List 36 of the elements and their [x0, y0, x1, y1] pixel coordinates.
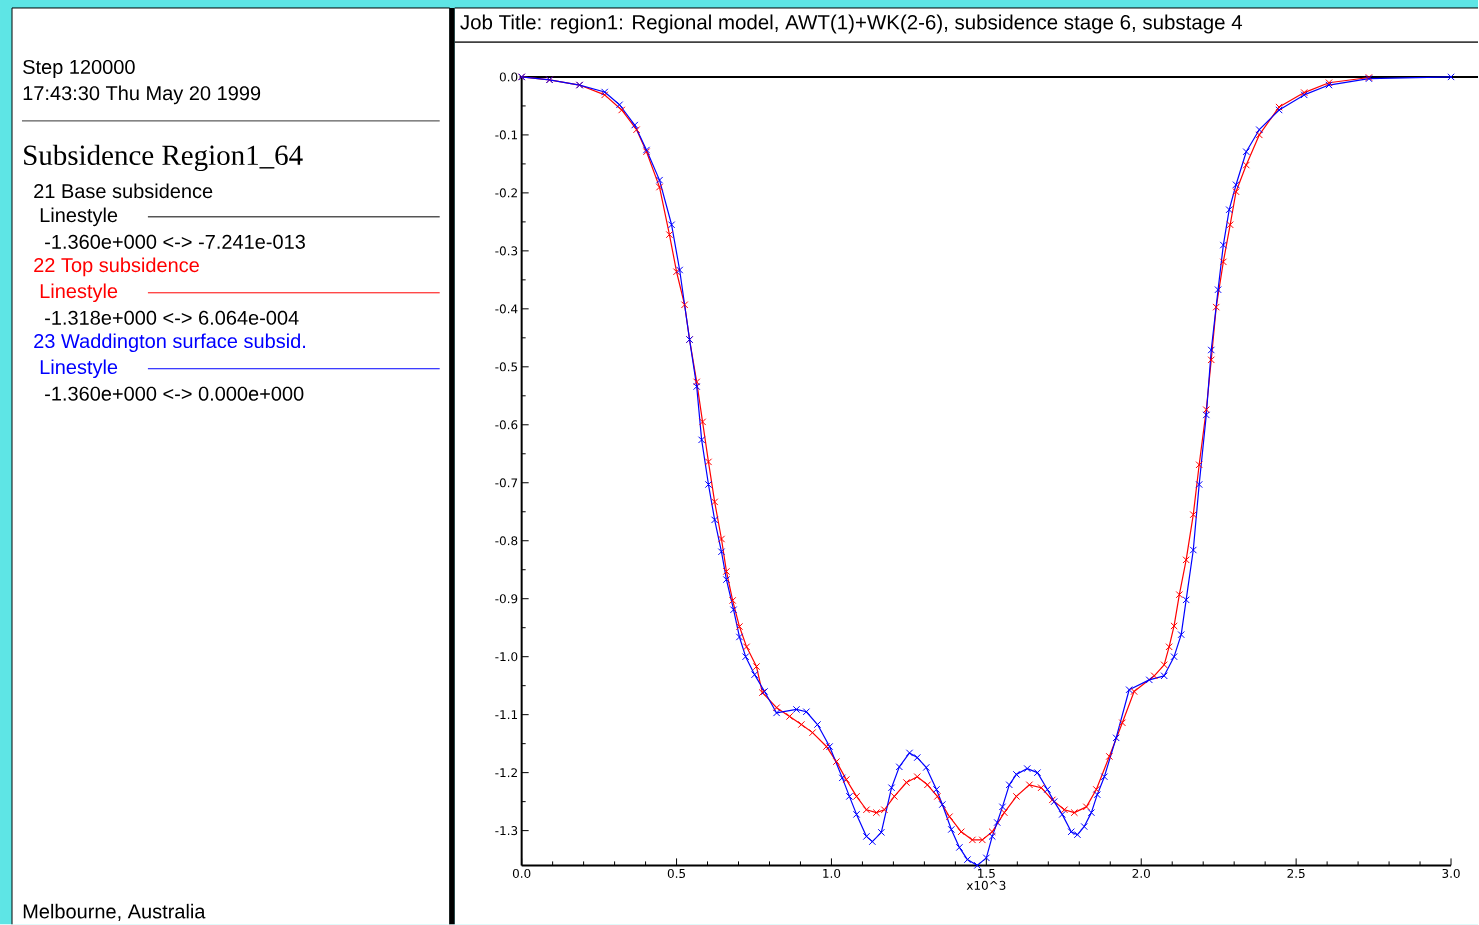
- x-tick-label: 2.5: [1287, 868, 1305, 879]
- y-tick-label: -0.6: [495, 420, 518, 430]
- text: Linestyle: [40, 283, 118, 303]
- y-tick-label: -0.3: [495, 246, 518, 256]
- y-tick-label: -0.1: [495, 130, 518, 140]
- x-tick-label: 0.5: [667, 868, 686, 879]
- y-tick-label: -0.9: [495, 594, 518, 604]
- chart-title: Job Title: region1: Regional model, AWT(1)+WK(2-6), subsidence stage 6, substage 4: [460, 14, 1243, 34]
- x-axis-title: x10^3: [966, 880, 1006, 890]
- y-tick-label: -1.0: [495, 652, 518, 662]
- y-tick-label: -0.2: [495, 188, 517, 198]
- text: Melbourne, Australia: [23, 903, 206, 921]
- y-tick-label: -1.1: [495, 710, 518, 720]
- y-tick-label: 0.0: [499, 72, 518, 82]
- x-tick-label: 1.0: [823, 868, 841, 879]
- text: Linestyle: [40, 359, 118, 379]
- x-tick-label: 0.0: [512, 868, 531, 879]
- y-tick-label: -0.4: [495, 304, 518, 314]
- text: -1.318e+000 <-> 6.064e-004: [45, 310, 299, 325]
- y-tick-label: -0.5: [495, 362, 518, 372]
- text: -1.360e+000 <-> 0.000e+000: [45, 386, 304, 401]
- y-tick-label: -0.7: [495, 478, 518, 488]
- y-tick-label: -0.8: [495, 536, 518, 546]
- legend-title: Subsidence Region1_64: [24, 144, 303, 172]
- text: 22 Top subsidence: [34, 257, 199, 277]
- y-tick-label: -1.2: [495, 768, 517, 778]
- x-tick-label: 3.0: [1442, 868, 1460, 879]
- text: Linestyle: [40, 207, 118, 227]
- text: 17:43:30 Thu May 20 1999: [23, 85, 261, 105]
- x-tick-label: 2.0: [1132, 868, 1150, 879]
- text: Step 120000: [23, 59, 135, 79]
- text: 23 Waddington surface subsid.: [34, 333, 305, 353]
- y-tick-label: -1.3: [495, 826, 518, 836]
- x-tick-label: 1.5: [978, 868, 995, 878]
- legend-label: 21 Base subsidence: [34, 183, 213, 199]
- text: -1.360e+000 <-> -7.241e-013: [45, 234, 305, 249]
